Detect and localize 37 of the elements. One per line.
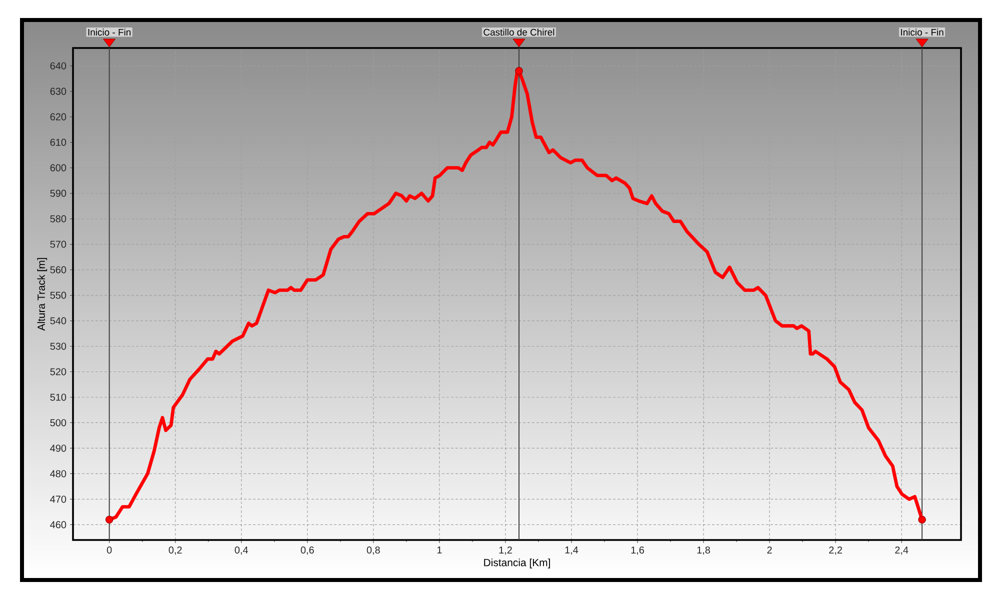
x-tick-label: 2,2 [829,546,842,555]
x-axis-title: Distancia [Km] [484,558,550,568]
y-tick-label: 510 [50,394,66,401]
ref-line-label: Inicio - Fin [901,28,944,36]
y-tick-label: 620 [50,113,66,120]
x-tick-label: 0 [106,546,112,554]
y-tick-label: 610 [50,138,66,146]
x-tick-label: 0,8 [366,546,380,555]
y-tick-label: 580 [50,215,66,222]
y-tick-label: 490 [50,444,66,452]
y-tick-label: 500 [50,419,66,426]
y-tick-label: 640 [50,62,66,70]
x-tick-label: 0,4 [234,546,248,555]
ref-line-label: Inicio - Fin [88,28,131,36]
y-tick-label: 530 [50,342,66,350]
x-tick-label: 1,8 [697,546,710,555]
y-tick-label: 590 [50,190,66,197]
y-tick-label: 540 [50,317,66,324]
x-tick-label: 0,6 [300,546,314,555]
ref-line-label: Castillo de Chirel [484,28,554,36]
x-tick-label: 1 [437,546,442,554]
y-tick-label: 460 [50,521,66,528]
x-tick-label: 0,2 [168,546,182,555]
x-tick-label: 2 [767,546,772,554]
y-tick-label: 600 [50,164,66,172]
y-tick-label: 630 [50,88,66,95]
x-tick-label: 1,4 [565,546,578,555]
x-tick-label: 2,4 [895,546,908,555]
y-tick-label: 480 [50,470,66,478]
y-tick-label: 560 [50,266,66,274]
y-tick-label: 570 [50,240,66,248]
y-tick-label: 520 [50,368,66,376]
y-axis-title: Altura Track [m] [37,258,48,331]
x-tick-label: 1,6 [631,546,644,555]
y-tick-label: 550 [50,292,66,299]
y-tick-label: 470 [50,496,66,503]
x-tick-label: 1,2 [499,546,512,555]
